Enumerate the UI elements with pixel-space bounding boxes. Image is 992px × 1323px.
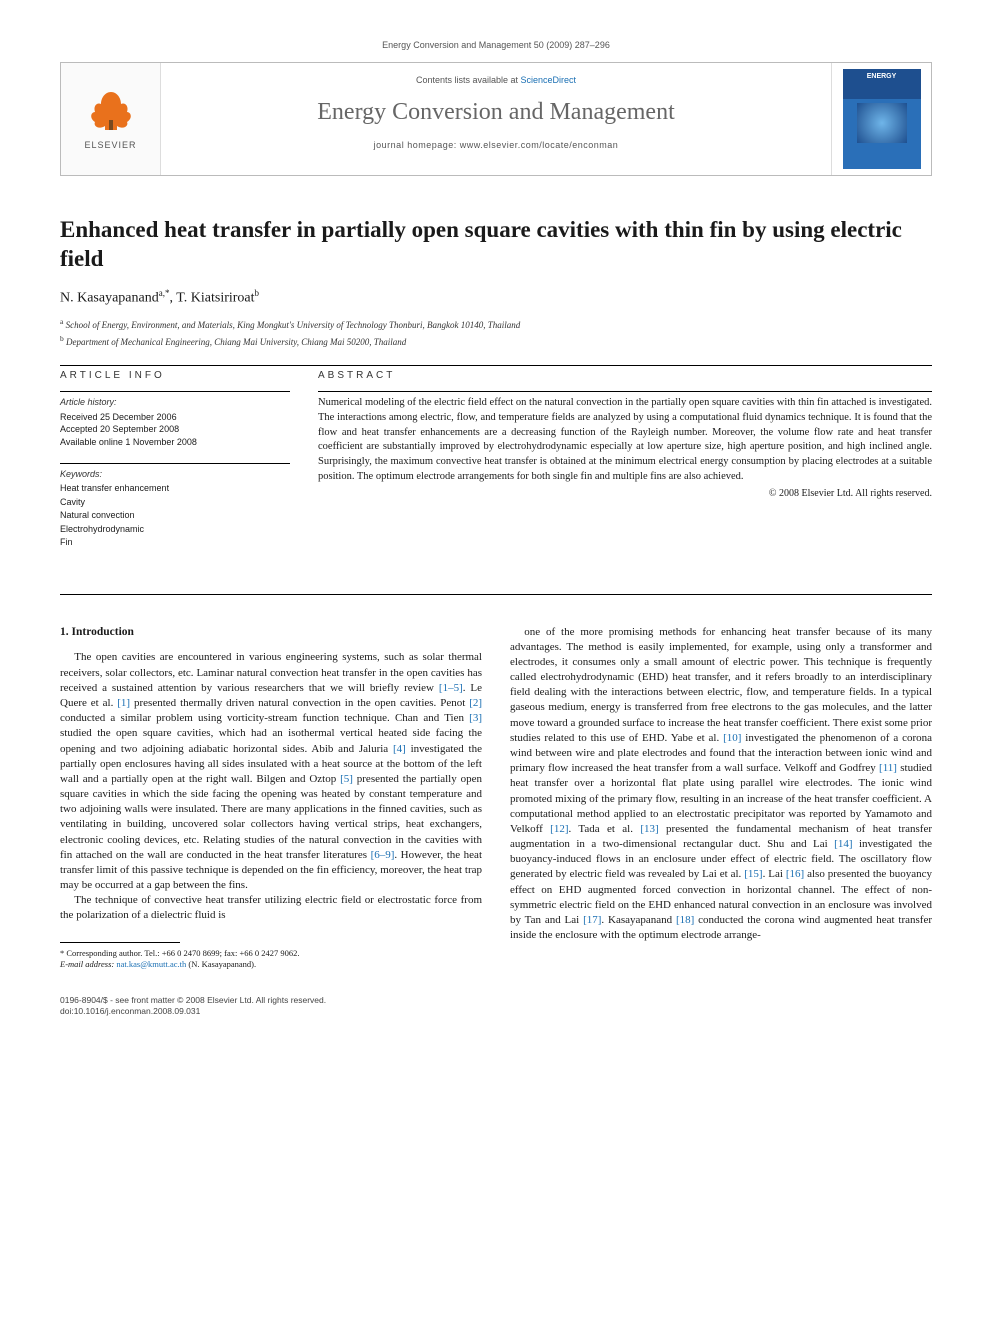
intro-para-1: The open cavities are encountered in var… (60, 650, 482, 893)
contents-prefix: Contents lists available at (416, 75, 521, 85)
author-2-affil-marks: b (255, 288, 260, 298)
rule-below-abstract (60, 594, 932, 595)
history-label: Article history: (60, 396, 290, 409)
contents-lists-line: Contents lists available at ScienceDirec… (171, 75, 821, 85)
publisher-logo-cell: ELSEVIER (61, 63, 161, 175)
author-list: N. Kasayapananda,*, T. Kiatsiriroatb (60, 288, 932, 307)
issn-line: 0196-8904/$ - see front matter © 2008 El… (60, 995, 326, 1007)
cover-graphic-icon (857, 103, 907, 143)
keyword-4: Electrohydrodynamic (60, 523, 290, 537)
homepage-prefix: journal homepage: (374, 140, 460, 150)
rule-abs (318, 391, 932, 392)
keyword-1: Heat transfer enhancement (60, 482, 290, 496)
intro-para-3: one of the more promising methods for en… (510, 625, 932, 944)
keyword-3: Natural convection (60, 509, 290, 523)
keywords-label: Keywords: (60, 468, 290, 481)
intro-para-2: The technique of convective heat transfe… (60, 893, 482, 923)
author-2[interactable]: T. Kiatsiriroat (176, 290, 254, 305)
article-title: Enhanced heat transfer in partially open… (60, 216, 932, 274)
journal-title: Energy Conversion and Management (171, 99, 821, 126)
abstract-copyright: © 2008 Elsevier Ltd. All rights reserved… (318, 488, 932, 499)
abstract-text: Numerical modeling of the electric field… (318, 396, 932, 484)
page-footer: 0196-8904/$ - see front matter © 2008 El… (60, 995, 932, 1019)
publisher-name: ELSEVIER (84, 140, 136, 150)
tree-icon (87, 88, 135, 140)
rule-above-info (60, 365, 932, 366)
affiliation-a: School of Energy, Environment, and Mater… (66, 320, 521, 330)
journal-masthead: ELSEVIER Contents lists available at Sci… (60, 62, 932, 176)
author-1-affil-marks: a,* (159, 288, 170, 298)
history-accepted: Accepted 20 September 2008 (60, 423, 290, 436)
sciencedirect-link[interactable]: ScienceDirect (521, 75, 577, 85)
homepage-url[interactable]: www.elsevier.com/locate/enconman (460, 140, 619, 150)
rule-info-2 (60, 463, 290, 464)
journal-cover-thumbnail[interactable]: ENERGY (843, 69, 921, 169)
elsevier-logo[interactable]: ELSEVIER (76, 84, 146, 154)
history-online: Available online 1 November 2008 (60, 436, 290, 449)
article-body: 1. Introduction The open cavities are en… (60, 625, 932, 971)
email-label: E-mail address: (60, 959, 114, 969)
abstract-heading: abstract (318, 370, 932, 381)
journal-homepage-line: journal homepage: www.elsevier.com/locat… (171, 140, 821, 150)
corr-email-who: (N. Kasayapanand). (188, 959, 256, 969)
running-header: Energy Conversion and Management 50 (200… (60, 40, 932, 50)
keyword-5: Fin (60, 536, 290, 550)
footnote-rule (60, 942, 180, 943)
doi-line: doi:10.1016/j.enconman.2008.09.031 (60, 1006, 326, 1018)
author-1[interactable]: N. Kasayapanand (60, 290, 159, 305)
affiliation-b: Department of Mechanical Engineering, Ch… (66, 337, 406, 347)
cover-title-text: ENERGY (867, 73, 897, 81)
rule-info-1 (60, 391, 290, 392)
history-received: Received 25 December 2006 (60, 411, 290, 424)
intro-heading: 1. Introduction (60, 625, 482, 641)
keyword-2: Cavity (60, 496, 290, 510)
affiliations: a School of Energy, Environment, and Mat… (60, 316, 932, 349)
corresponding-author-footnote: * Corresponding author. Tel.: +66 0 2470… (60, 948, 482, 971)
article-info-heading: article info (60, 370, 290, 381)
corr-email-link[interactable]: nat.kas@kmutt.ac.th (116, 959, 186, 969)
cover-thumb-cell: ENERGY (831, 63, 931, 175)
corr-author-line: * Corresponding author. Tel.: +66 0 2470… (60, 948, 482, 959)
